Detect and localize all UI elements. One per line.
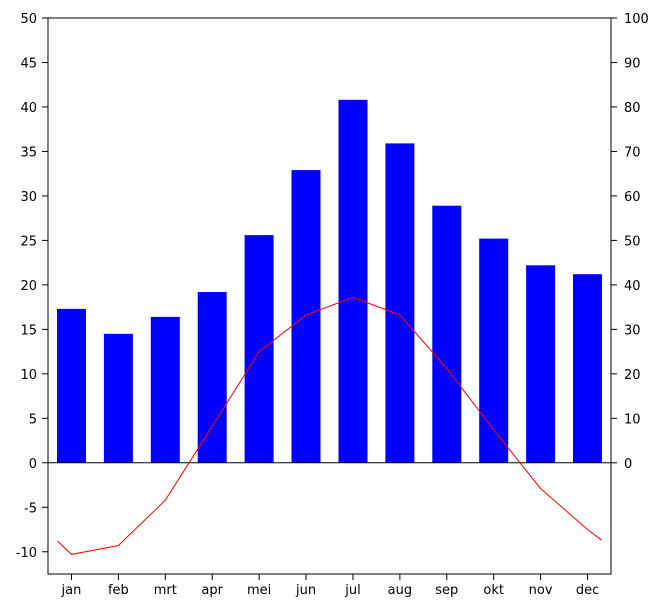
right-tick-label: 70 (624, 145, 641, 160)
bar-feb (103, 333, 133, 463)
left-tick-label: 35 (20, 145, 37, 160)
x-tick-label: jan (61, 583, 82, 598)
right-tick-label: 80 (624, 101, 641, 116)
x-tick-label: nov (529, 583, 553, 598)
left-tick-label: 25 (20, 234, 37, 249)
bar-dec (573, 274, 602, 463)
right-tick-label: 60 (624, 190, 641, 205)
right-tick-label: 10 (624, 412, 641, 427)
bar-mrt (150, 316, 180, 463)
right-tick-label: 30 (624, 323, 641, 338)
bar-okt (479, 238, 509, 463)
bar-jun (291, 170, 321, 463)
x-tick-label: mei (247, 583, 271, 598)
temperature-line (57, 296, 602, 555)
left-tick-label: 45 (20, 56, 37, 71)
bar-jul (338, 99, 368, 463)
right-tick-label: 90 (624, 56, 641, 71)
bar-aug (385, 143, 415, 463)
x-tick-label: okt (483, 583, 504, 598)
left-tick-label: 20 (20, 279, 37, 294)
x-tick-label: aug (388, 583, 412, 598)
x-tick-label: feb (108, 583, 129, 598)
bar-nov (526, 265, 556, 463)
right-tick-label: 40 (624, 279, 641, 294)
left-tick-label: 10 (20, 368, 37, 383)
right-tick-label: 20 (624, 368, 641, 383)
bar-series (57, 99, 602, 463)
x-axis: jan feb mrt apr mei jun jul aug sep okt nov dec (61, 574, 599, 598)
x-tick-label: jul (344, 583, 360, 598)
left-tick-label: 15 (20, 323, 37, 338)
line-series (57, 296, 602, 555)
bar-apr (197, 292, 227, 463)
left-tick-label: -10 (16, 546, 37, 561)
plot-area (47, 17, 612, 575)
bar-mei (244, 235, 274, 463)
x-tick-label: mrt (154, 583, 177, 598)
left-tick-label: -5 (24, 501, 37, 516)
right-tick-label: 50 (624, 234, 641, 249)
right-tick-label: 100 (624, 12, 649, 27)
left-tick-label: 0 (29, 457, 37, 472)
left-tick-label: 50 (20, 12, 37, 27)
left-tick-label: 40 (20, 101, 37, 116)
x-tick-label: dec (576, 583, 599, 598)
right-tick-label: 0 (624, 457, 632, 472)
left-tick-label: 30 (20, 190, 37, 205)
x-tick-label: jun (295, 583, 316, 598)
bar-sep (432, 205, 462, 463)
x-tick-label: sep (435, 583, 458, 598)
left-tick-label: 5 (29, 412, 37, 427)
bar-jan (57, 308, 86, 463)
x-tick-label: apr (201, 583, 223, 598)
